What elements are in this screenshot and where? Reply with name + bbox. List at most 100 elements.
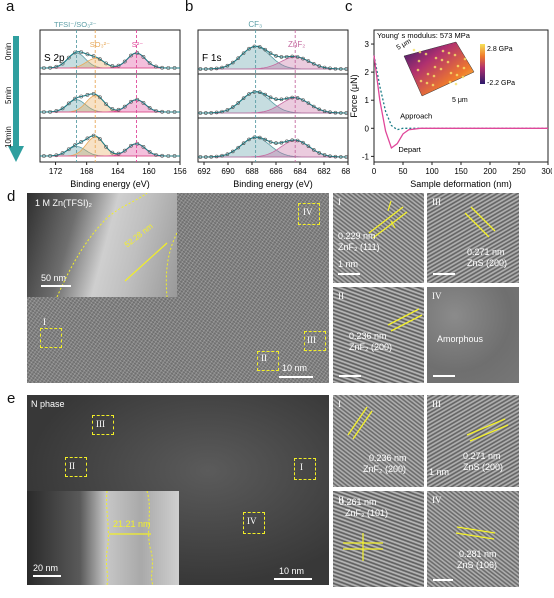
- b-data-point: [344, 67, 348, 71]
- d-hrtem-II-roman: II: [338, 291, 344, 301]
- d-hrtem-II-phase: ZnF₂ (200): [349, 342, 393, 352]
- b-data-point: [344, 155, 348, 159]
- a-data-point: [141, 55, 146, 59]
- d-hrtem-IV-scalebar: [433, 375, 455, 377]
- c-afm-speck: [446, 60, 450, 64]
- a-data-point: [129, 53, 133, 58]
- e-region-II[interactable]: [65, 457, 87, 477]
- a-data-point: [172, 110, 177, 114]
- d-hrtem-III-scalebar: [433, 273, 455, 275]
- b-data-point: [268, 95, 273, 100]
- d-hrtem-IV-text: Amorphous: [437, 334, 484, 344]
- b-xtick-label: 690: [221, 167, 235, 176]
- c-afm-speck: [453, 53, 457, 57]
- b-data-point: [312, 148, 316, 152]
- b-data-point: [236, 101, 241, 105]
- e-hrtem-III-spacing: 0.271 nm: [463, 451, 501, 461]
- b-data-point: [290, 95, 294, 100]
- b-xtick-label: 692: [197, 167, 211, 176]
- a-data-point: [116, 107, 121, 112]
- e-hrtem-II-phase: ZnF₂ (101): [345, 508, 389, 518]
- a-peak-label-tfsi: TFSI⁻/SO₃²⁻: [54, 20, 97, 29]
- a-data-point: [66, 55, 71, 60]
- b-data-point: [333, 110, 338, 115]
- c-afm-speck: [441, 49, 445, 53]
- a-data-point: [116, 63, 121, 68]
- e-hrtem-II: II 0.261 nm ZnF₂ (101): [333, 491, 424, 587]
- c-afm-speck: [454, 82, 458, 86]
- b-envelope-line: [198, 91, 347, 114]
- b-data-point: [328, 154, 332, 158]
- a-time-arrow-shaft: [13, 36, 19, 148]
- c-modulus-text: Young' s modulus: 573 MPa: [377, 31, 471, 40]
- a-data-point: [153, 64, 158, 69]
- b-data-point: [301, 98, 305, 102]
- a-data-point: [160, 153, 165, 158]
- a-data-point: [85, 52, 90, 57]
- d-region-IV[interactable]: [298, 203, 320, 225]
- b-data-point: [306, 59, 311, 63]
- d-region-I[interactable]: [40, 328, 62, 348]
- b-data-point: [274, 141, 278, 145]
- b-data-point: [241, 51, 246, 55]
- c-afm-speck: [418, 50, 422, 54]
- b-xtick-label: 682: [317, 167, 331, 176]
- e-hrtem-II-spacing: 0.261 nm: [339, 497, 377, 507]
- c-ytick-label: -1: [362, 152, 370, 161]
- b-frame: [197, 29, 349, 163]
- b-data-point: [230, 60, 235, 65]
- a-data-point: [41, 110, 46, 114]
- b-data-point: [285, 96, 289, 101]
- e-region-I[interactable]: [294, 458, 316, 480]
- a-data-point: [141, 101, 146, 105]
- e-hrtem-I-roman: I: [338, 399, 341, 409]
- a-data-point: [66, 101, 71, 106]
- d-main-scale: 10 nm: [282, 363, 308, 373]
- d-hrtem-III-phase: ZnS (200): [467, 258, 508, 268]
- e-hrtem-I-phase: ZnF₂ (200): [363, 464, 407, 474]
- a-data-point: [122, 104, 127, 109]
- b-data-point: [274, 54, 278, 58]
- xps-f1s-chart: F 1s CF₃ ZnF₂ 692 690 688 686 684 682 680 Binding …: [197, 20, 350, 189]
- d-region-II[interactable]: [257, 351, 279, 371]
- b-data-point: [214, 110, 219, 115]
- a-data-point: [172, 66, 177, 70]
- a-data-point: [91, 92, 96, 96]
- a-xlabel: Binding energy (eV): [70, 179, 150, 189]
- e-tem-main: N phase III II I IV 21.21 nm 20 nm 10 nm: [27, 395, 329, 585]
- a-data-point: [153, 152, 158, 157]
- c-xtick-label: 0: [372, 167, 377, 176]
- panel-b-letter: b: [185, 0, 194, 15]
- b-data-point: [258, 135, 262, 140]
- panel-a-letter: a: [6, 0, 15, 15]
- a-data-point: [66, 147, 71, 152]
- e-hrtem-III-scale: 1 nm: [429, 467, 450, 477]
- a-data-point: [110, 64, 115, 68]
- a-data-point: [110, 107, 115, 111]
- c-ytick-label: 3: [365, 40, 370, 49]
- e-region-IV[interactable]: [243, 512, 265, 534]
- e-region-III[interactable]: [92, 415, 114, 435]
- c-afm-speck: [440, 58, 444, 62]
- b-data-point: [220, 65, 224, 70]
- e-hrtem-I-spacing: 0.236 nm: [369, 453, 407, 463]
- b-data-point: [209, 155, 214, 159]
- a-xtick-label: 168: [80, 167, 94, 176]
- d-hrtem-IV-roman: IV: [432, 291, 442, 301]
- b-data-point: [247, 92, 251, 96]
- d-hrtem-I-roman: I: [338, 197, 341, 207]
- panel-d-letter: d: [7, 188, 16, 205]
- a-data-point: [97, 57, 102, 62]
- d-region-III[interactable]: [304, 331, 326, 351]
- a-time-label: 0min: [4, 43, 13, 60]
- b-data-point: [263, 92, 267, 97]
- d-hrtem-I-scale: 1 nm: [338, 259, 359, 269]
- a-envelope-line: [40, 51, 180, 69]
- c-afm-speck: [461, 75, 465, 79]
- c-afm-speck: [456, 64, 460, 68]
- c-afm-speck: [433, 65, 437, 69]
- d-hrtem-IV: IV Amorphous: [427, 287, 519, 383]
- d-region-I-label: I: [43, 317, 46, 327]
- b-data-point: [339, 155, 343, 159]
- b-data-point: [258, 90, 262, 94]
